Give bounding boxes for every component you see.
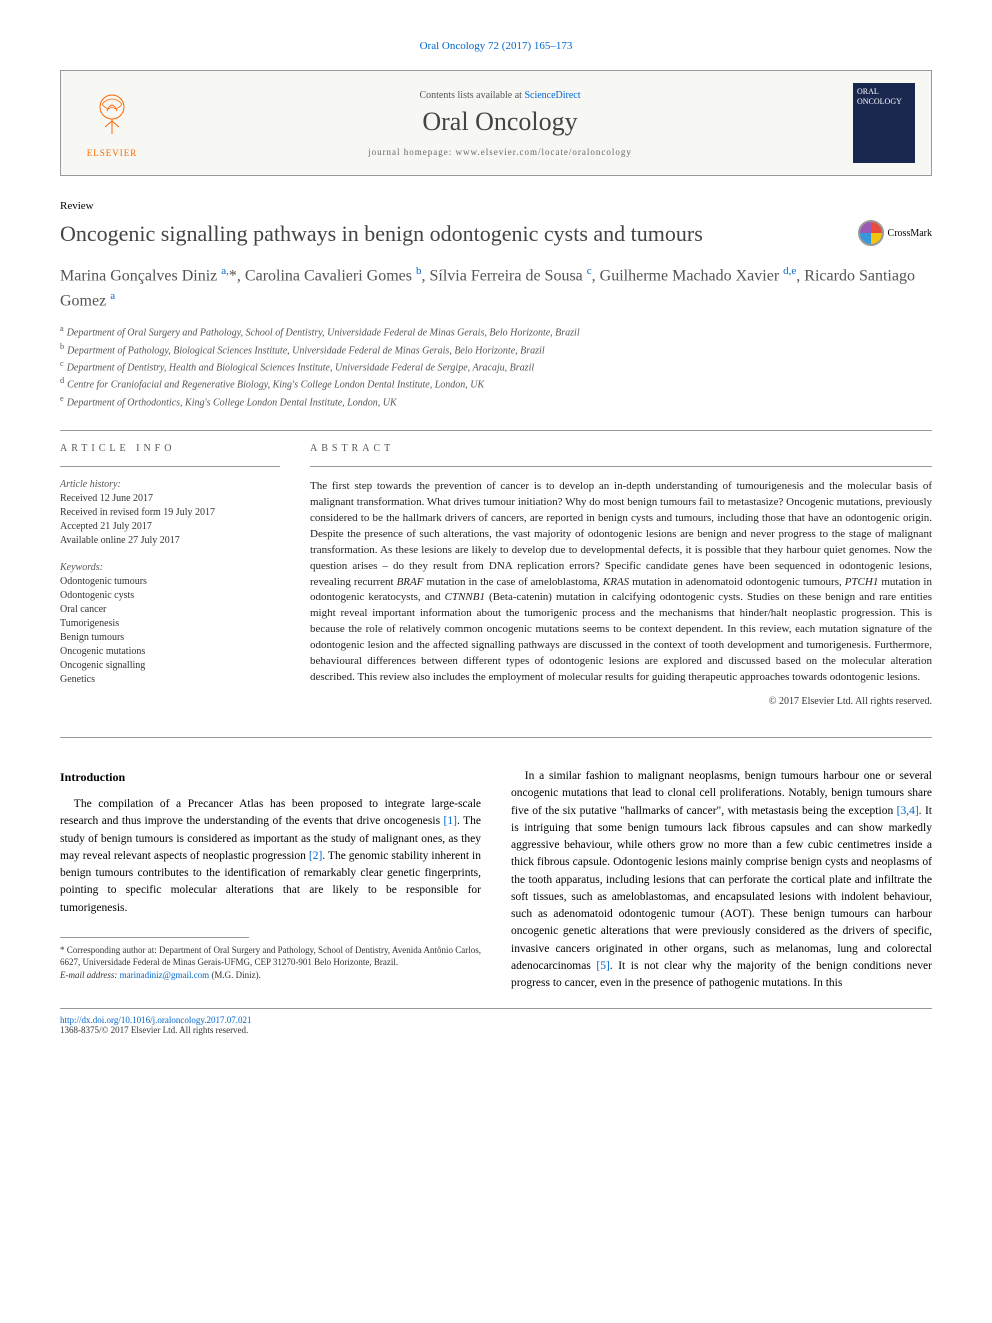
email-footnote: E-mail address: marinadiniz@gmail.com (M… — [60, 969, 481, 982]
affiliation-item: cDepartment of Dentistry, Health and Bio… — [60, 358, 932, 375]
divider — [310, 466, 932, 467]
article-info-heading: ARTICLE INFO — [60, 443, 280, 454]
authors-list: Marina Gonçalves Diniz a,*, Carolina Cav… — [60, 263, 932, 314]
email-suffix: (M.G. Diniz). — [211, 970, 261, 980]
journal-name: Oral Oncology — [147, 107, 853, 137]
header-center: Contents lists available at ScienceDirec… — [147, 90, 853, 157]
affiliation-item: bDepartment of Pathology, Biological Sci… — [60, 341, 932, 358]
info-abstract-row: ARTICLE INFO Article history: Received 1… — [60, 443, 932, 707]
keywords-list: Odontogenic tumoursOdontogenic cystsOral… — [60, 575, 280, 687]
keyword-item: Benign tumours — [60, 631, 280, 645]
abstract-column: ABSTRACT The first step towards the prev… — [310, 443, 932, 707]
page-container: Oral Oncology 72 (2017) 165–173 ELSEVIER… — [0, 0, 992, 1075]
history-label: Article history: — [60, 479, 280, 490]
article-title: Oncogenic signalling pathways in benign … — [60, 220, 703, 249]
keyword-item: Oncogenic signalling — [60, 659, 280, 673]
article-info-column: ARTICLE INFO Article history: Received 1… — [60, 443, 280, 707]
keyword-item: Oral cancer — [60, 603, 280, 617]
homepage-prefix: journal homepage: — [368, 147, 455, 157]
page-footer: http://dx.doi.org/10.1016/j.oraloncology… — [60, 1008, 932, 1035]
history-list: Received 12 June 2017Received in revised… — [60, 492, 280, 548]
keyword-item: Genetics — [60, 673, 280, 687]
history-item: Received 12 June 2017 — [60, 492, 280, 506]
homepage-line: journal homepage: www.elsevier.com/locat… — [147, 147, 853, 157]
body-column-right: In a similar fashion to malignant neopla… — [511, 768, 932, 992]
corresponding-author-footnote: * Corresponding author at: Department of… — [60, 944, 481, 969]
divider — [60, 737, 932, 738]
history-item: Received in revised form 19 July 2017 — [60, 506, 280, 520]
email-label: E-mail address: — [60, 970, 117, 980]
body-columns: Introduction The compilation of a Precan… — [60, 768, 932, 992]
keyword-item: Odontogenic cysts — [60, 589, 280, 603]
issn-copyright: 1368-8375/© 2017 Elsevier Ltd. All right… — [60, 1025, 248, 1035]
history-item: Accepted 21 July 2017 — [60, 520, 280, 534]
section-heading-introduction: Introduction — [60, 768, 481, 786]
journal-reference: Oral Oncology 72 (2017) 165–173 — [60, 40, 932, 52]
keywords-label: Keywords: — [60, 562, 280, 573]
title-row: Oncogenic signalling pathways in benign … — [60, 220, 932, 263]
history-item: Available online 27 July 2017 — [60, 534, 280, 548]
contents-line: Contents lists available at ScienceDirec… — [147, 90, 853, 101]
abstract-heading: ABSTRACT — [310, 443, 932, 454]
affiliation-item: eDepartment of Orthodontics, King's Coll… — [60, 393, 932, 410]
corresponding-email-link[interactable]: marinadiniz@gmail.com — [120, 970, 210, 980]
body-column-left: Introduction The compilation of a Precan… — [60, 768, 481, 992]
publisher-label: ELSEVIER — [77, 148, 147, 158]
divider — [60, 430, 932, 431]
body-paragraph: The compilation of a Precancer Atlas has… — [60, 796, 481, 917]
contents-prefix: Contents lists available at — [419, 90, 524, 101]
cover-title: ORAL ONCOLOGY — [857, 87, 911, 106]
abstract-copyright: © 2017 Elsevier Ltd. All rights reserved… — [310, 696, 932, 707]
homepage-url[interactable]: www.elsevier.com/locate/oraloncology — [456, 147, 632, 157]
footnote-separator — [60, 937, 249, 938]
elsevier-tree-icon — [87, 89, 137, 139]
affiliations-list: aDepartment of Oral Surgery and Patholog… — [60, 323, 932, 410]
publisher-logo[interactable]: ELSEVIER — [77, 89, 147, 158]
article-type: Review — [60, 200, 932, 212]
keyword-item: Tumorigenesis — [60, 617, 280, 631]
sciencedirect-link[interactable]: ScienceDirect — [524, 90, 580, 101]
keyword-item: Odontogenic tumours — [60, 575, 280, 589]
abstract-text: The first step towards the prevention of… — [310, 479, 932, 686]
journal-header: ELSEVIER Contents lists available at Sci… — [60, 70, 932, 176]
doi-link[interactable]: http://dx.doi.org/10.1016/j.oraloncology… — [60, 1015, 252, 1025]
divider — [60, 466, 280, 467]
crossmark-label: CrossMark — [888, 228, 932, 239]
journal-cover-thumbnail[interactable]: ORAL ONCOLOGY — [853, 83, 915, 163]
affiliation-item: dCentre for Craniofacial and Regenerativ… — [60, 375, 932, 392]
keyword-item: Oncogenic mutations — [60, 645, 280, 659]
body-paragraph: In a similar fashion to malignant neopla… — [511, 768, 932, 992]
crossmark-icon — [858, 220, 884, 246]
crossmark-badge[interactable]: CrossMark — [858, 220, 932, 246]
affiliation-item: aDepartment of Oral Surgery and Patholog… — [60, 323, 932, 340]
